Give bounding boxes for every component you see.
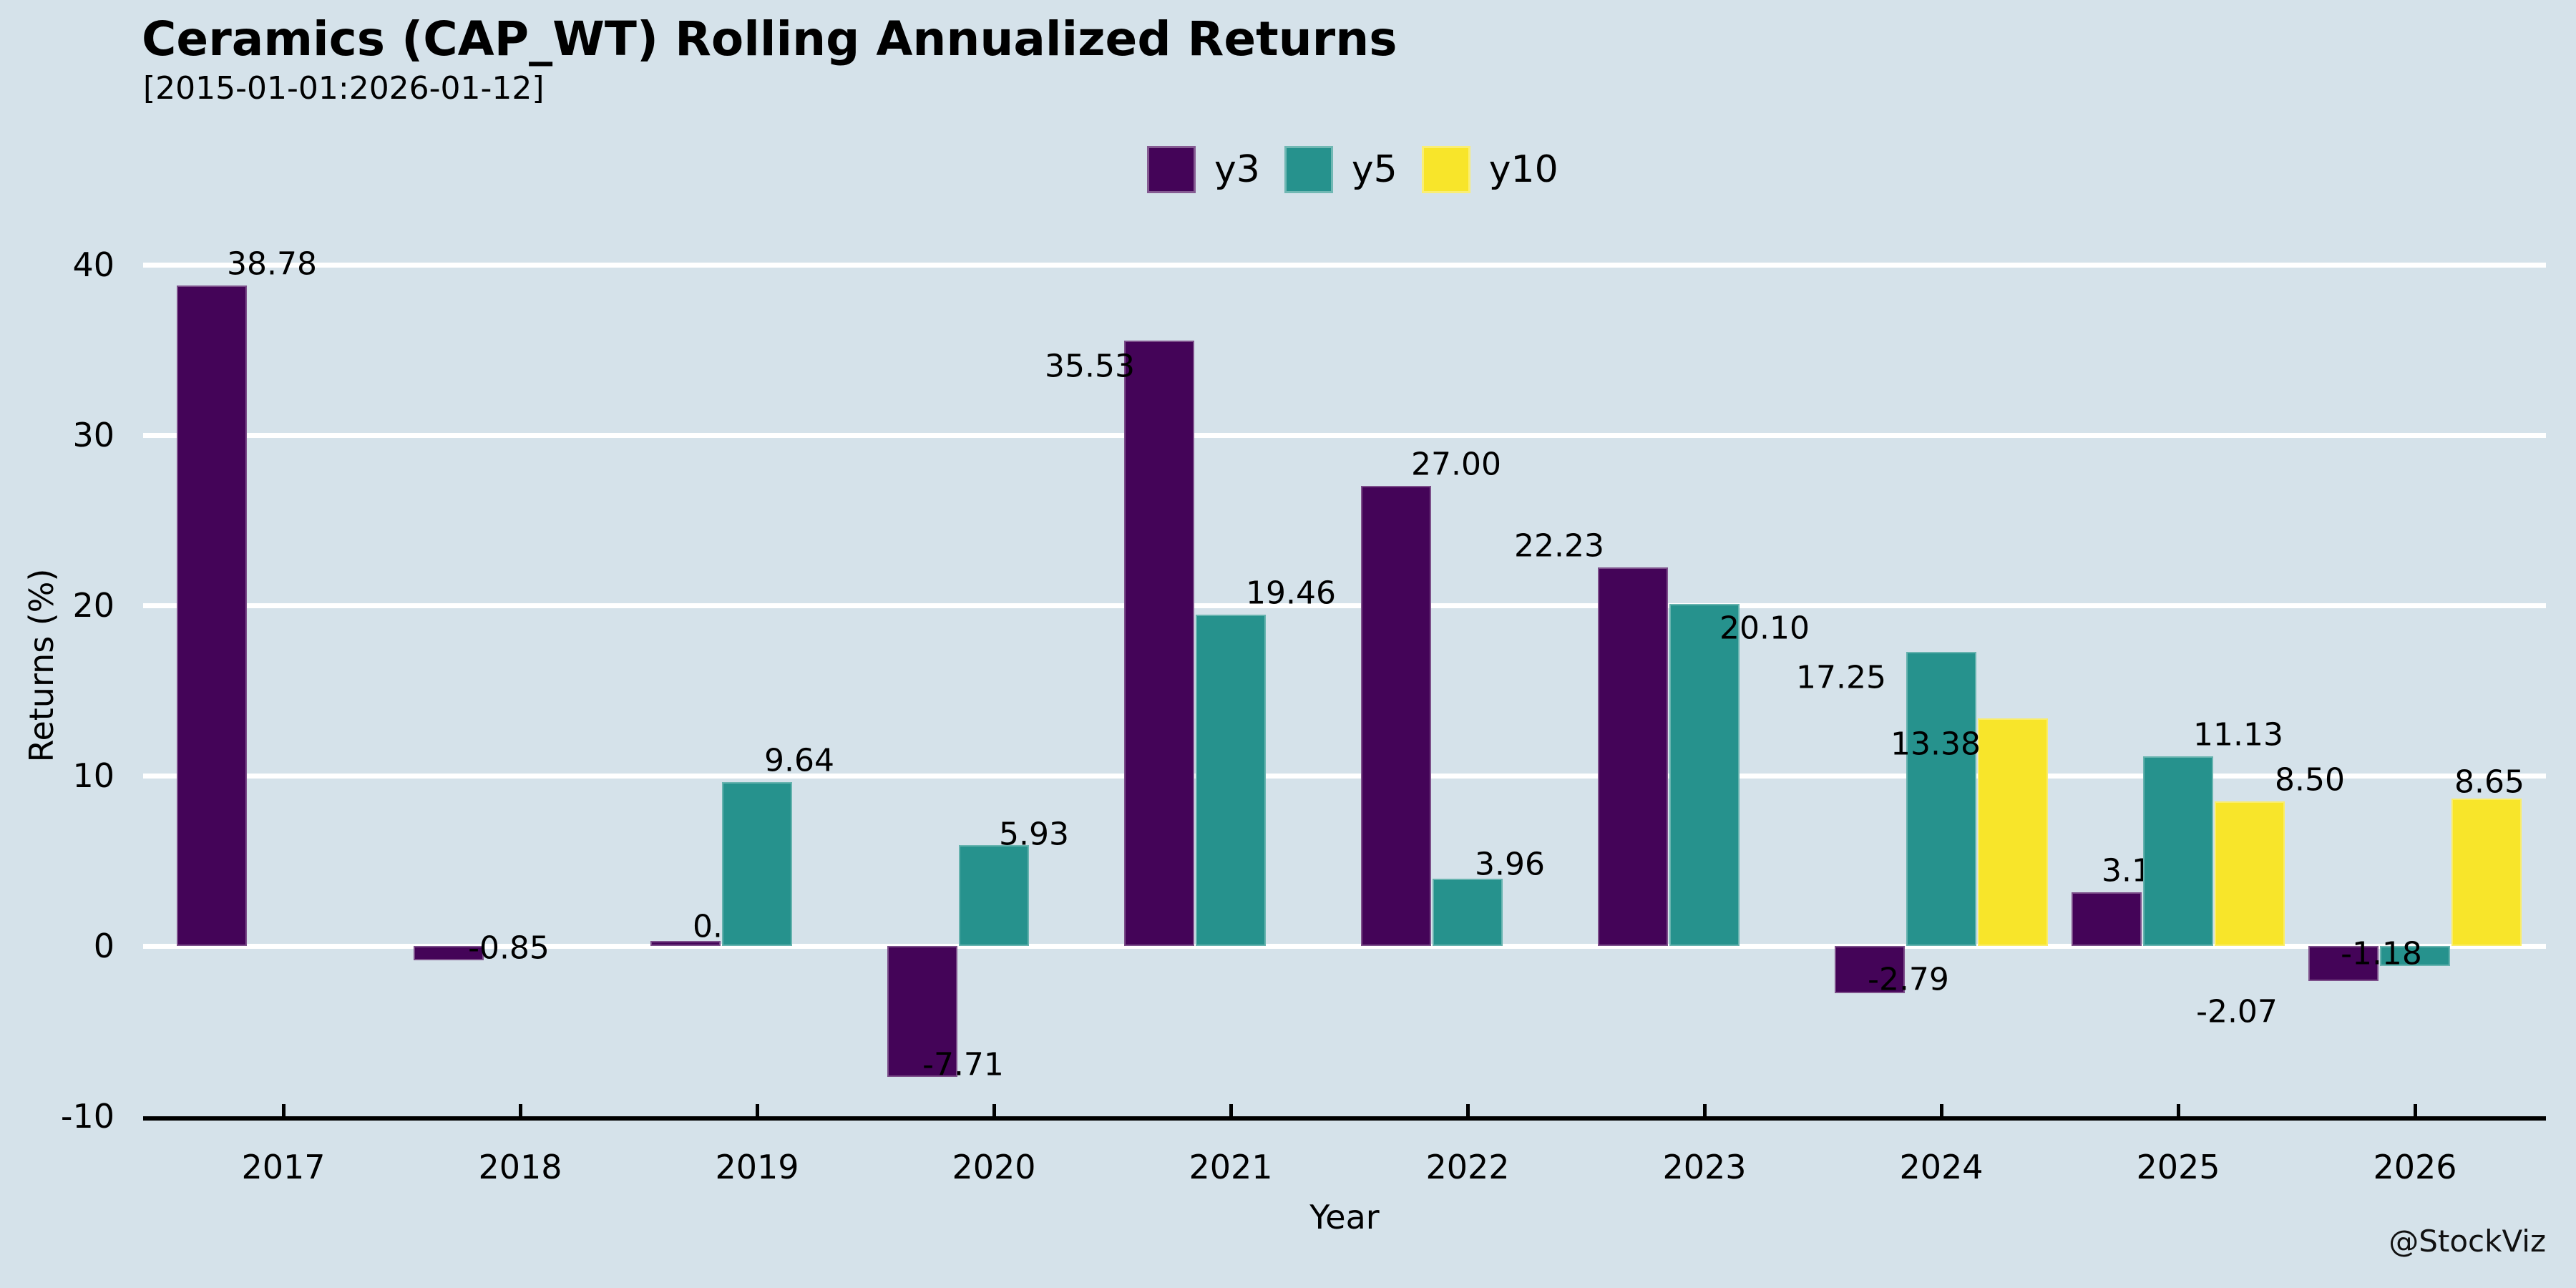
bar-value-label-2020-y3: -7.71 <box>922 1046 1004 1083</box>
gridline-40 <box>143 263 2546 268</box>
x-axis-spine <box>143 1116 2546 1121</box>
bar-value-label-2024-y5: 17.25 <box>1796 659 1886 696</box>
bar-2026-y5 <box>2380 946 2450 967</box>
bar-value-label-2024-y3: -2.79 <box>1868 961 1949 998</box>
legend-label-y5: y5 <box>1351 148 1397 191</box>
x-tick-2019 <box>756 1104 759 1116</box>
x-tick-2022 <box>1466 1104 1470 1116</box>
x-tick-2020 <box>992 1104 996 1116</box>
x-tick-label-2022: 2022 <box>1425 1148 1510 1186</box>
bar-value-label-2026-y5: -1.18 <box>2341 935 2422 972</box>
y-tick-label-20: 20 <box>72 586 114 625</box>
bar-2025-y10 <box>2215 801 2285 946</box>
bar-2024-y10 <box>1978 718 2048 946</box>
bar-2020-y3 <box>887 946 957 1078</box>
bar-value-label-2020-y5: 5.93 <box>999 816 1069 853</box>
bar-2026-y3 <box>2308 946 2379 982</box>
bar-value-label-2024-y10: 13.38 <box>1890 726 1981 763</box>
x-tick-2024 <box>1940 1104 1943 1116</box>
bar-value-label-2021-y3: 35.53 <box>1045 348 1135 385</box>
legend: y3 y5 y10 <box>1147 146 1583 193</box>
y-tick-label-30: 30 <box>72 416 114 454</box>
legend-swatch-y5 <box>1284 146 1333 193</box>
bar-value-label-2022-y5: 3.96 <box>1475 846 1545 883</box>
x-tick-label-2023: 2023 <box>1662 1148 1747 1186</box>
gridline-10 <box>143 774 2546 779</box>
x-tick-label-2026: 2026 <box>2373 1148 2457 1186</box>
x-tick-label-2020: 2020 <box>952 1148 1036 1186</box>
bar-value-label-2018-y3: -0.85 <box>468 930 550 967</box>
bar-2022-y3 <box>1361 486 1431 946</box>
bar-2025-y3 <box>2072 892 2142 946</box>
bar-2017-y3 <box>177 286 247 946</box>
bar-value-label-2025-y10: 8.50 <box>2275 761 2345 799</box>
x-tick-label-2018: 2018 <box>478 1148 562 1186</box>
bar-value-label-2017-y3: 38.78 <box>227 245 317 283</box>
x-tick-label-2017: 2017 <box>241 1148 326 1186</box>
bar-2023-y3 <box>1598 567 1668 946</box>
x-tick-2017 <box>282 1104 286 1116</box>
x-tick-label-2024: 2024 <box>1899 1148 1984 1186</box>
y-axis-title: Returns (%) <box>22 568 61 763</box>
chart-title: Ceramics (CAP_WT) Rolling Annualized Ret… <box>142 11 1397 67</box>
x-tick-2026 <box>2414 1104 2417 1116</box>
bar-value-label-2023-y5: 20.10 <box>1719 610 1810 647</box>
bar-value-label-2022-y3: 27.00 <box>1411 446 1501 483</box>
legend-label-y10: y10 <box>1488 148 1558 191</box>
bar-2021-y5 <box>1196 614 1266 946</box>
watermark: @StockViz <box>2389 1224 2546 1259</box>
bar-value-label-2026-y3: -2.07 <box>2196 993 2278 1030</box>
x-tick-2018 <box>519 1104 522 1116</box>
bar-2020-y5 <box>959 844 1029 946</box>
y-tick-label--10: -10 <box>60 1097 114 1136</box>
bar-value-label-2025-y5: 11.13 <box>2193 716 2283 753</box>
legend-item-y5: y5 <box>1284 146 1397 193</box>
x-tick-2021 <box>1229 1104 1233 1116</box>
legend-item-y3: y3 <box>1147 146 1260 193</box>
x-tick-2023 <box>1703 1104 1707 1116</box>
gridline-0 <box>143 944 2546 949</box>
legend-item-y10: y10 <box>1421 146 1558 193</box>
bar-value-label-2021-y5: 19.46 <box>1246 575 1336 612</box>
bar-2021-y3 <box>1124 341 1194 946</box>
legend-swatch-y3 <box>1147 146 1196 193</box>
gridline-30 <box>143 433 2546 438</box>
y-tick-label-0: 0 <box>93 927 114 965</box>
bar-2026-y10 <box>2451 799 2522 946</box>
bar-2024-y3 <box>1835 946 1905 994</box>
x-tick-label-2019: 2019 <box>715 1148 799 1186</box>
x-tick-label-2025: 2025 <box>2136 1148 2220 1186</box>
bar-value-label-2019-y5: 9.64 <box>764 742 834 779</box>
x-tick-label-2021: 2021 <box>1189 1148 1273 1186</box>
x-axis-title: Year <box>1309 1198 1380 1236</box>
bar-value-label-2023-y3: 22.23 <box>1514 527 1604 565</box>
bar-2023-y5 <box>1669 603 1740 946</box>
bar-2018-y3 <box>414 946 484 961</box>
legend-label-y3: y3 <box>1214 148 1260 191</box>
legend-swatch-y10 <box>1421 146 1470 193</box>
bar-2024-y5 <box>1906 652 1976 946</box>
bar-2019-y5 <box>722 781 792 946</box>
x-tick-2025 <box>2177 1104 2180 1116</box>
bar-2022-y5 <box>1433 878 1503 946</box>
bar-2019-y3 <box>650 941 721 946</box>
gridline-20 <box>143 603 2546 608</box>
y-tick-label-40: 40 <box>72 245 114 284</box>
chart-subtitle: [2015-01-01:2026-01-12] <box>143 70 545 107</box>
bar-2025-y5 <box>2143 756 2213 946</box>
y-tick-label-10: 10 <box>72 756 114 795</box>
bar-value-label-2026-y10: 8.65 <box>2454 763 2524 801</box>
